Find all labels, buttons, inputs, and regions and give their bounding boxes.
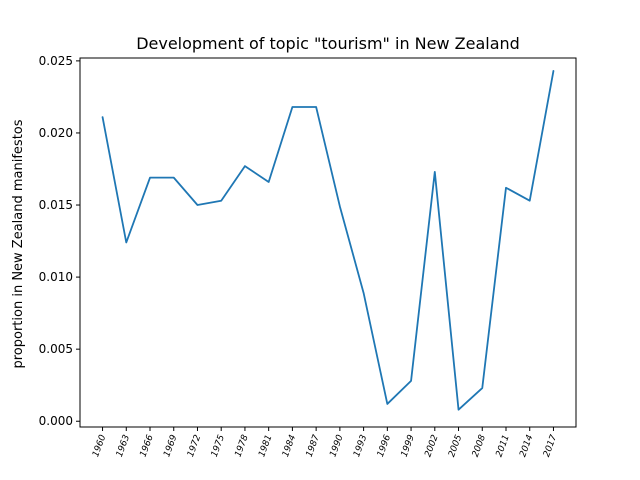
y-tick-label: 0.020 xyxy=(39,126,73,140)
y-axis-label: proportion in New Zealand manifestos xyxy=(11,119,26,368)
y-tick-label: 0.015 xyxy=(39,198,73,212)
y-tick-label: 0.025 xyxy=(39,54,73,68)
y-tick-label: 0.010 xyxy=(39,270,73,284)
y-tick-label: 0.000 xyxy=(39,414,73,428)
y-tick-label: 0.005 xyxy=(39,342,73,356)
chart-title: Development of topic "tourism" in New Ze… xyxy=(136,34,520,53)
